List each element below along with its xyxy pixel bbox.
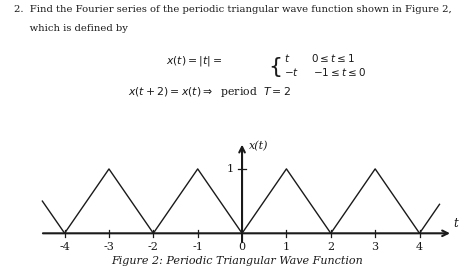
Text: $t$       $0 \leq t \leq 1$: $t$ $0 \leq t \leq 1$ [284,52,356,65]
Text: 1: 1 [227,164,234,174]
Text: which is defined by: which is defined by [14,24,128,33]
Text: $x(t+2) = x(t) \Rightarrow$  period  $T = 2$: $x(t+2) = x(t) \Rightarrow$ period $T = … [128,85,291,99]
Text: $\{$: $\{$ [268,55,281,79]
Text: Figure 2: Periodic Triangular Wave Function: Figure 2: Periodic Triangular Wave Funct… [111,256,363,266]
Text: 3: 3 [372,242,379,252]
Text: -4: -4 [59,242,70,252]
Text: -3: -3 [103,242,114,252]
Text: 1: 1 [283,242,290,252]
Text: 4: 4 [416,242,423,252]
Text: $x(t) = |t| =$: $x(t) = |t| =$ [166,54,222,68]
Text: 2: 2 [327,242,334,252]
Text: x(t): x(t) [249,140,268,151]
Text: t: t [454,217,458,230]
Text: 0: 0 [238,242,246,252]
Text: -1: -1 [192,242,203,252]
Text: $-t$     $-1 \leq t \leq 0$: $-t$ $-1 \leq t \leq 0$ [284,66,366,78]
Text: 2.  Find the Fourier series of the periodic triangular wave function shown in Fi: 2. Find the Fourier series of the period… [14,5,452,14]
Text: -2: -2 [148,242,159,252]
